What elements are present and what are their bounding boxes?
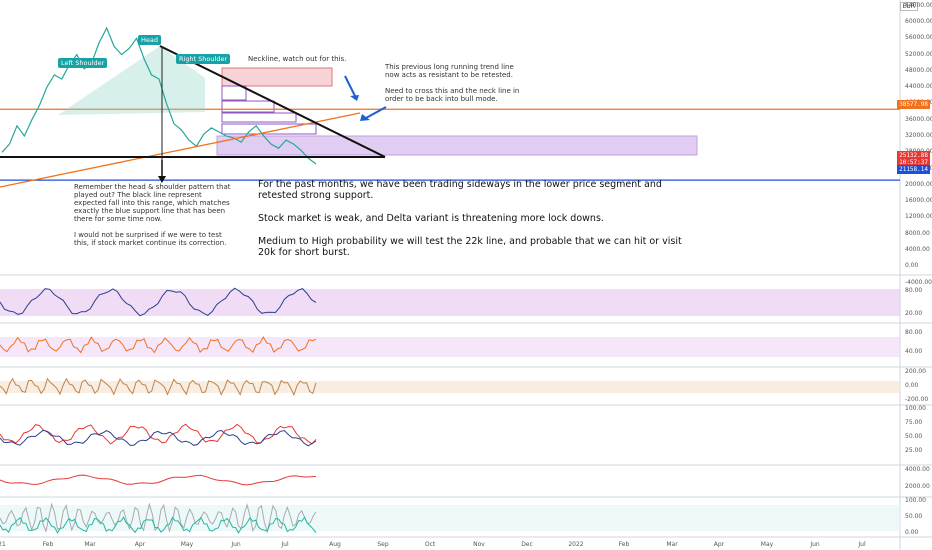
neckline xyxy=(159,45,386,158)
price-tick: 60000.00 xyxy=(905,18,932,25)
cci-line xyxy=(0,377,317,397)
price-tick: -4000.00 xyxy=(905,278,932,286)
indicator-tick: 0.00 xyxy=(905,529,919,536)
time-tick: Oct xyxy=(424,541,436,548)
indicator-tick: 0.00 xyxy=(905,382,919,389)
main-commentary: For the past months, we have been tradin… xyxy=(258,179,682,259)
price-tick: 0.00 xyxy=(905,262,919,270)
indicator-tick: 25.00 xyxy=(905,447,923,454)
arrow-trend xyxy=(365,106,387,119)
price-tick: 44000.00 xyxy=(905,83,932,91)
indicator-tick: 2000.00 xyxy=(905,483,930,490)
indicator-tick: 100.00 xyxy=(905,405,926,412)
currency-label: EUR xyxy=(899,2,918,11)
price-label: 10:57:37 xyxy=(897,158,930,167)
stoch-band xyxy=(0,505,900,531)
rsi-band xyxy=(0,289,900,316)
time-tick: Mar xyxy=(666,541,678,548)
stoch-signal xyxy=(0,516,317,534)
time-tick: Jun xyxy=(810,541,820,548)
indicator-tick: 50.00 xyxy=(905,433,923,440)
rsi-line xyxy=(0,287,317,317)
vol-line xyxy=(0,474,317,486)
price-tick: 48000.00 xyxy=(905,66,932,74)
range-box-3 xyxy=(221,112,297,123)
indicator-tick: 40.00 xyxy=(905,348,923,355)
time-tick: Apr xyxy=(713,541,725,548)
price-label: 21158.14 xyxy=(897,165,930,174)
mfi-line xyxy=(0,335,317,354)
indicator-tick: 4000.00 xyxy=(905,466,930,473)
price-tick: 32000.00 xyxy=(905,132,932,139)
arrow-neck xyxy=(344,75,356,97)
price-label: 25132.88 xyxy=(897,151,930,160)
range-box-4 xyxy=(221,123,317,135)
head-shoulder-note: Remember the head & shoulder pattern tha… xyxy=(74,183,231,248)
neckline-zone xyxy=(221,67,333,87)
cci-band xyxy=(0,381,900,393)
hs-shade xyxy=(58,46,205,115)
time-tick: May xyxy=(180,541,194,548)
price-tick: 52000.00 xyxy=(905,50,932,58)
indicator-tick: -200.00 xyxy=(905,396,929,403)
mfi-band xyxy=(0,337,900,357)
label-head: Head xyxy=(138,35,161,45)
neckline-note: Neckline, watch out for this. xyxy=(248,55,347,63)
indicator-tick: 200.00 xyxy=(905,368,926,375)
price-series xyxy=(1,26,317,165)
indicator-tick: 80.00 xyxy=(905,287,923,294)
time-tick: Apr xyxy=(134,541,146,548)
time-tick: Mar xyxy=(84,541,96,548)
time-tick: 2022 xyxy=(568,541,584,548)
time-tick: Feb xyxy=(618,541,630,548)
indicator-tick: 20.00 xyxy=(905,310,923,317)
time-tick: May xyxy=(760,541,774,548)
indicator-tick: 80.00 xyxy=(905,329,923,336)
time-tick: Jun xyxy=(231,541,241,548)
price-tick: 4000.00 xyxy=(905,246,930,253)
range-box-2 xyxy=(221,100,275,113)
price-tick: 8000.00 xyxy=(905,229,930,237)
label-left-shoulder: Left Shoulder xyxy=(58,58,108,68)
range-box-1 xyxy=(221,85,247,101)
price-label: 38577.98 xyxy=(897,100,930,109)
old-trendline xyxy=(0,112,361,188)
price-tick: 20000.00 xyxy=(905,180,932,188)
time-tick: Aug xyxy=(329,541,341,548)
hs-arrow xyxy=(158,176,166,183)
price-tick: 56000.00 xyxy=(905,34,932,42)
indicator-tick: 75.00 xyxy=(905,419,923,426)
indicator-tick: 50.00 xyxy=(905,513,923,520)
time-tick: Feb xyxy=(42,541,54,548)
price-tick: 64000.00 xyxy=(905,1,932,9)
support-zone xyxy=(216,135,698,156)
label-right-shoulder: Right Shoulder xyxy=(176,54,231,64)
bb-line-2 xyxy=(0,429,317,447)
price-tick: 12000.00 xyxy=(905,213,932,221)
time-tick: Nov xyxy=(473,541,485,548)
time-tick: Jul xyxy=(281,541,289,548)
time-tick: 21 xyxy=(0,541,6,548)
time-tick: Sep xyxy=(377,541,389,548)
price-tick: 16000.00 xyxy=(905,197,932,205)
price-tick: 36000.00 xyxy=(905,115,932,123)
arrow-neck-head xyxy=(350,95,359,101)
arrow-trend-head xyxy=(360,114,370,121)
resistance-note: This previous long running trend line no… xyxy=(385,63,520,104)
time-tick: Dec xyxy=(521,541,533,548)
indicator-tick: 100.00 xyxy=(905,497,926,504)
time-tick: Jul xyxy=(858,541,866,548)
